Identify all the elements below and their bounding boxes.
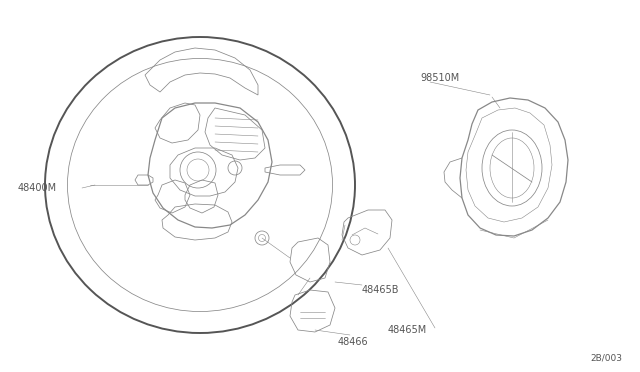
Text: 48400M: 48400M — [18, 183, 57, 193]
Text: 48465B: 48465B — [362, 285, 399, 295]
Text: 48465M: 48465M — [388, 325, 428, 335]
Text: 98510M: 98510M — [420, 73, 460, 83]
Text: 2B/003: 2B/003 — [590, 353, 622, 362]
Text: 48466: 48466 — [338, 337, 369, 347]
